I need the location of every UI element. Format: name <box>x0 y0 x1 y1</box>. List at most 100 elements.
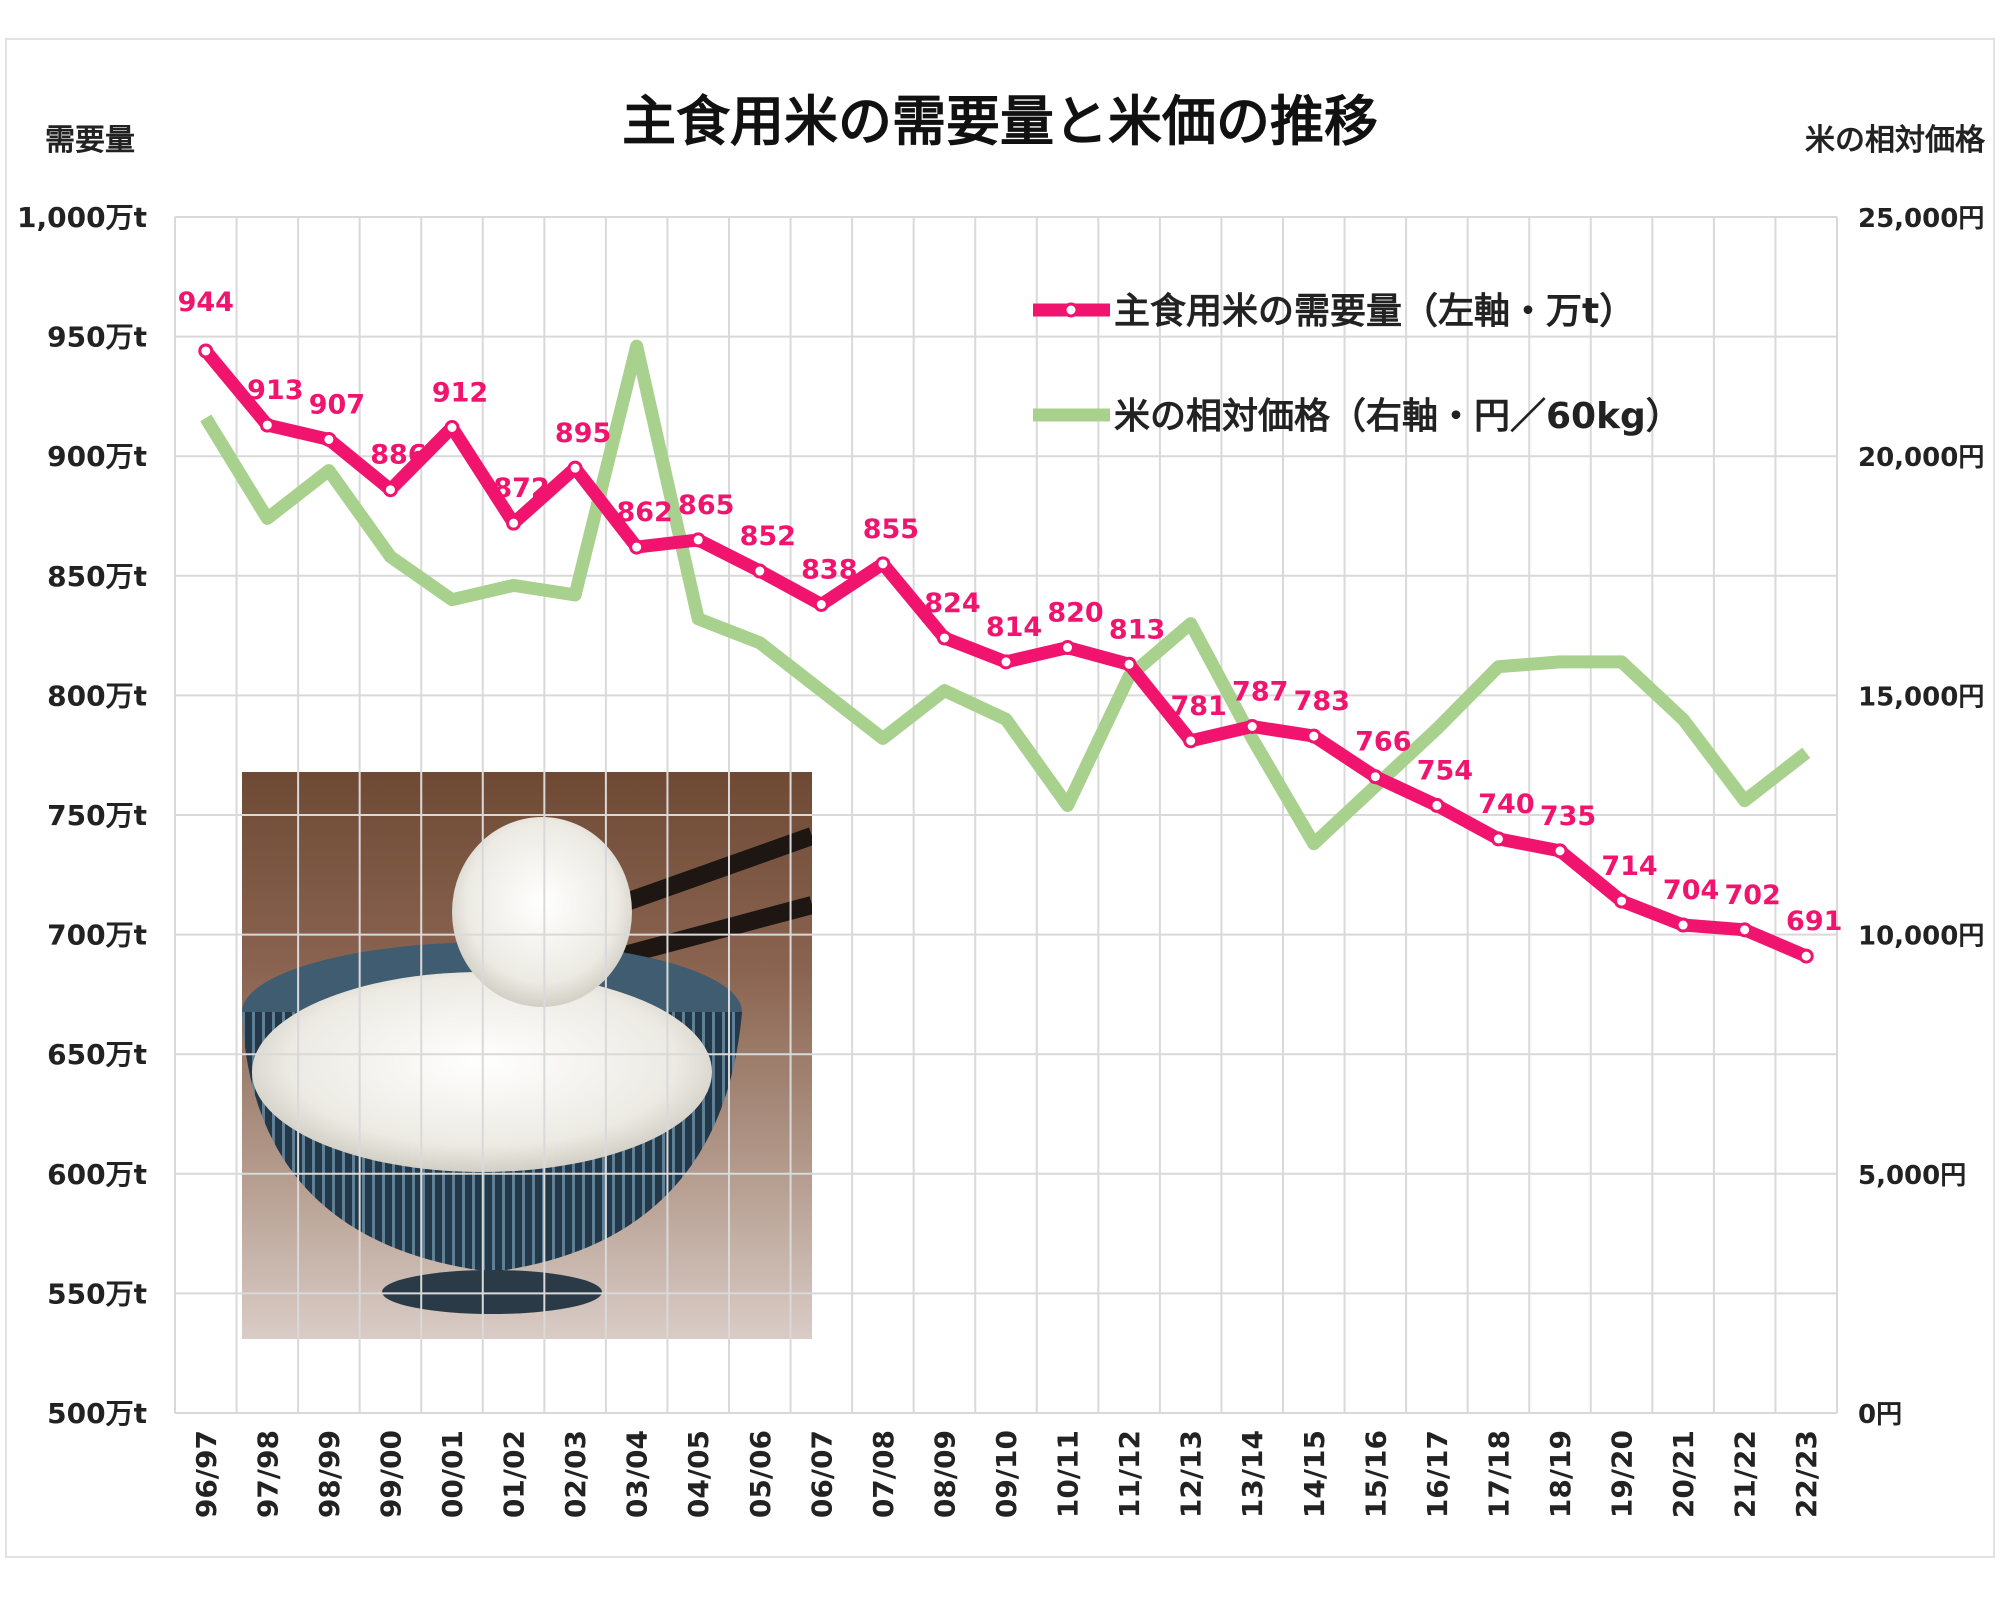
x-tick-label: 15/16 <box>1359 1430 1392 1518</box>
x-tick-label: 02/03 <box>559 1430 592 1518</box>
demand-data-label: 787 <box>1232 676 1288 707</box>
demand-series-line <box>200 346 1809 963</box>
x-tick-label: 99/00 <box>374 1430 407 1518</box>
x-tick-label: 97/98 <box>251 1430 284 1518</box>
demand-data-point <box>1060 640 1076 656</box>
demand-data-label: 912 <box>432 377 488 408</box>
demand-data-label: 913 <box>247 375 303 406</box>
demand-data-label: 865 <box>678 490 734 521</box>
demand-data-label: 813 <box>1109 614 1165 645</box>
left-tick-label: 550万t <box>47 1277 147 1310</box>
demand-data-point <box>1675 917 1691 933</box>
x-tick-label: 01/02 <box>498 1430 531 1518</box>
demand-data-label: 824 <box>924 588 980 619</box>
left-tick-label: 850万t <box>47 560 147 593</box>
demand-data-label: 814 <box>986 612 1042 643</box>
right-tick-label: 25,000円 <box>1858 204 1984 234</box>
left-tick-label: 1,000万t <box>17 201 147 234</box>
right-tick-label: 0円 <box>1858 1400 1902 1430</box>
demand-data-point <box>1367 769 1383 785</box>
demand-data-point <box>198 343 214 359</box>
demand-data-label: 714 <box>1601 851 1657 882</box>
left-axis-label: 需要量 <box>45 123 135 158</box>
demand-data-label: 740 <box>1478 789 1534 820</box>
demand-data-point <box>629 539 645 555</box>
demand-data-point <box>998 654 1014 670</box>
x-tick-label: 11/12 <box>1113 1430 1146 1518</box>
x-tick-label: 09/10 <box>990 1430 1023 1518</box>
demand-data-point <box>813 597 829 613</box>
x-tick-label: 16/17 <box>1421 1430 1454 1518</box>
demand-data-label: 852 <box>740 521 796 552</box>
demand-data-label: 862 <box>616 497 672 528</box>
left-tick-label: 600万t <box>47 1158 147 1191</box>
x-tick-label: 18/19 <box>1544 1430 1577 1518</box>
x-tick-label: 04/05 <box>682 1430 715 1518</box>
demand-data-point <box>1798 948 1814 964</box>
right-tick-label: 20,000円 <box>1858 443 1984 473</box>
x-tick-label: 07/08 <box>867 1430 900 1518</box>
demand-data-point <box>1552 843 1568 859</box>
x-tick-label: 98/99 <box>313 1430 346 1518</box>
demand-data-label: 704 <box>1663 875 1719 906</box>
demand-data-label: 872 <box>493 473 549 504</box>
legend-marker-demand <box>1063 302 1079 318</box>
demand-data-label: 838 <box>801 555 857 586</box>
demand-data-label: 895 <box>555 418 611 449</box>
demand-data-point <box>936 630 952 646</box>
demand-data-label: 735 <box>1540 801 1596 832</box>
demand-data-point <box>1490 831 1506 847</box>
rice-bowl-photo <box>242 772 812 1339</box>
demand-data-point <box>1737 922 1753 938</box>
demand-data-label: 907 <box>309 389 365 420</box>
x-tick-label: 20/21 <box>1667 1430 1700 1518</box>
x-tick-label: 12/13 <box>1175 1430 1208 1518</box>
left-tick-label: 950万t <box>47 321 147 354</box>
demand-data-point <box>1121 656 1137 672</box>
demand-data-label: 781 <box>1170 691 1226 722</box>
demand-data-label: 766 <box>1355 727 1411 758</box>
legend-label-price: 米の相対価格（右軸・円／60kg） <box>1114 396 1682 437</box>
demand-data-label: 886 <box>370 440 426 471</box>
left-tick-label: 650万t <box>47 1038 147 1071</box>
right-tick-label: 10,000円 <box>1858 922 1984 952</box>
x-tick-label: 22/23 <box>1790 1430 1823 1518</box>
x-tick-label: 96/97 <box>190 1430 223 1518</box>
demand-data-label: 702 <box>1724 880 1780 911</box>
x-tick-label: 13/14 <box>1236 1430 1269 1518</box>
legend-label-demand: 主食用米の需要量（左軸・万t） <box>1114 291 1635 332</box>
left-tick-label: 900万t <box>47 440 147 473</box>
demand-data-point <box>1306 728 1322 744</box>
x-tick-label: 00/01 <box>436 1430 469 1518</box>
x-tick-label: 14/15 <box>1298 1430 1331 1518</box>
chart-title: 主食用米の需要量と米価の推移 <box>622 90 1378 153</box>
right-tick-label: 5,000円 <box>1858 1161 1966 1191</box>
left-tick-label: 750万t <box>47 799 147 832</box>
demand-data-point <box>690 532 706 548</box>
demand-data-point <box>444 419 460 435</box>
demand-data-point <box>875 556 891 572</box>
right-tick-label: 15,000円 <box>1858 682 1984 712</box>
x-tick-label: 17/18 <box>1482 1430 1515 1518</box>
price-series-line <box>200 339 1811 851</box>
x-tick-label: 08/09 <box>928 1430 961 1518</box>
demand-data-label: 944 <box>178 287 234 318</box>
demand-data-label: 855 <box>863 514 919 545</box>
right-axis-label: 米の相対価格 <box>1805 123 1986 158</box>
demand-data-point <box>1244 718 1260 734</box>
x-tick-label: 06/07 <box>805 1430 838 1518</box>
demand-data-point <box>259 417 275 433</box>
demand-data-point <box>1614 893 1630 909</box>
demand-data-label: 691 <box>1786 906 1842 937</box>
chart-frame <box>5 38 1995 1558</box>
demand-data-point <box>506 515 522 531</box>
demand-data-point <box>321 431 337 447</box>
demand-data-point <box>1429 797 1445 813</box>
x-tick-label: 19/20 <box>1606 1430 1639 1518</box>
left-tick-label: 800万t <box>47 679 147 712</box>
x-tick-label: 03/04 <box>621 1430 654 1518</box>
demand-data-point <box>382 482 398 498</box>
demand-data-point <box>752 563 768 579</box>
left-tick-label: 700万t <box>47 919 147 952</box>
